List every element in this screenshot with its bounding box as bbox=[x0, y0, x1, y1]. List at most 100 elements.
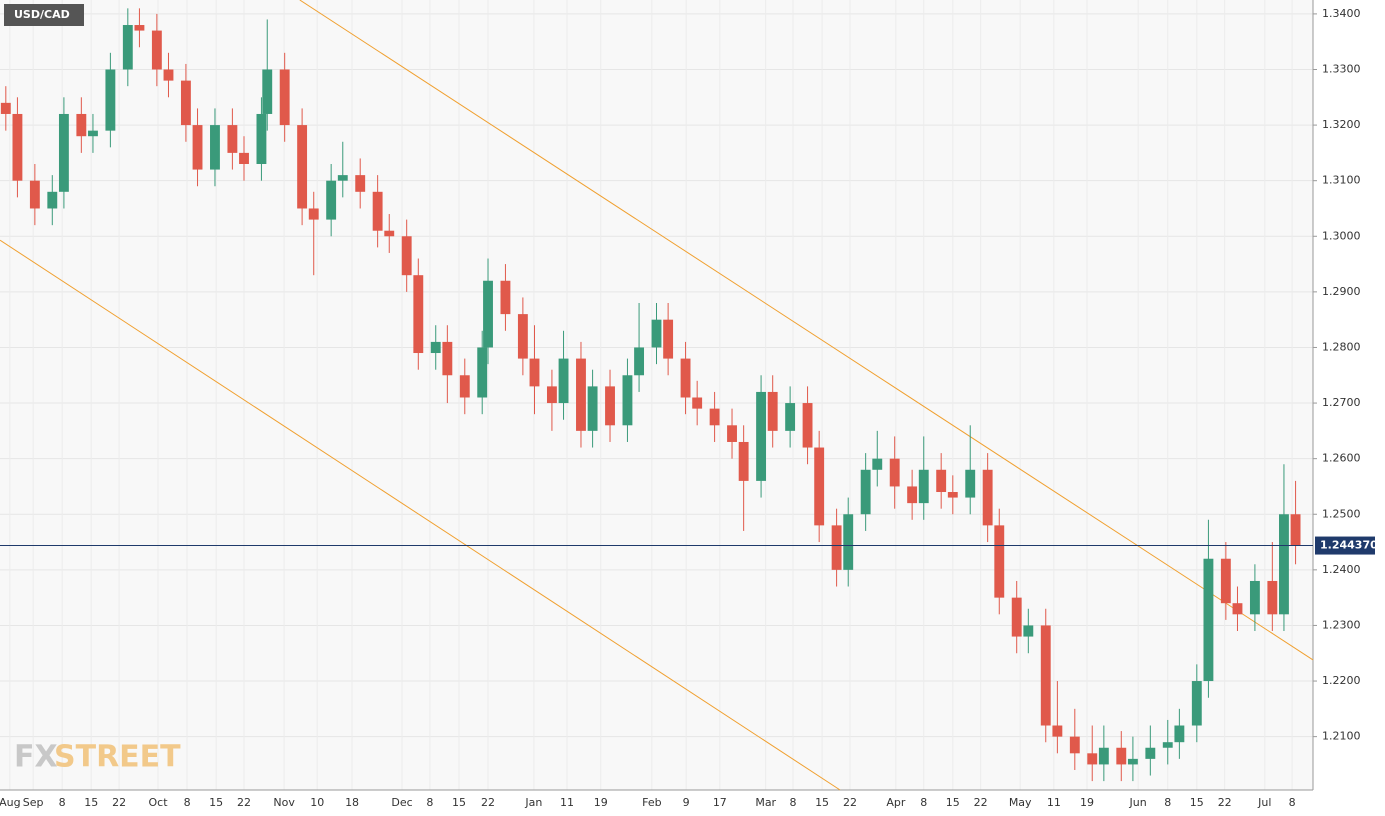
candle-body bbox=[134, 25, 145, 31]
candle-body bbox=[500, 280, 511, 315]
y-tick-label: 1.2100 bbox=[1322, 730, 1361, 743]
candle-body bbox=[1279, 514, 1289, 615]
candle-body bbox=[1162, 742, 1173, 748]
candle-body bbox=[180, 80, 191, 126]
candle-body bbox=[279, 69, 290, 126]
candle-body bbox=[936, 469, 947, 493]
candle-body bbox=[12, 113, 23, 181]
candle-body bbox=[326, 180, 337, 220]
x-tick-label: 8 bbox=[920, 796, 927, 809]
candle-body bbox=[517, 314, 528, 359]
candle-body bbox=[756, 391, 767, 481]
candle-body bbox=[918, 469, 929, 504]
x-tick-label: Aug bbox=[0, 796, 21, 809]
candle-body bbox=[831, 525, 842, 570]
x-tick-label: May bbox=[1009, 796, 1032, 809]
candle-body bbox=[413, 275, 424, 354]
y-tick-label: 1.3200 bbox=[1322, 118, 1361, 131]
x-tick-label: 19 bbox=[594, 796, 608, 809]
candle-body bbox=[738, 441, 749, 481]
watermark: STREET bbox=[54, 740, 181, 775]
x-tick-label: 22 bbox=[112, 796, 126, 809]
y-tick-label: 1.3300 bbox=[1322, 62, 1361, 75]
candle-body bbox=[843, 514, 854, 570]
x-tick-label: 15 bbox=[452, 796, 466, 809]
candle-body bbox=[1232, 603, 1243, 615]
x-tick-label: 22 bbox=[843, 796, 857, 809]
candle-body bbox=[483, 280, 493, 348]
candle-body bbox=[47, 191, 58, 209]
x-tick-label: 8 bbox=[790, 796, 797, 809]
watermark: FX bbox=[14, 740, 58, 775]
x-tick-label: Dec bbox=[391, 796, 412, 809]
trend-line bbox=[0, 239, 841, 791]
y-tick-label: 1.2300 bbox=[1322, 618, 1361, 631]
candle-body bbox=[1127, 758, 1138, 765]
candle-body bbox=[802, 403, 813, 448]
candle-body bbox=[767, 391, 778, 431]
x-tick-label: Jul bbox=[1257, 796, 1271, 809]
candle-body bbox=[692, 397, 703, 409]
candle-body bbox=[262, 69, 273, 114]
candle-body bbox=[1087, 753, 1098, 765]
candle-body bbox=[872, 458, 883, 470]
last-price-label: 1.244370 bbox=[1320, 539, 1378, 552]
y-tick-label: 1.3400 bbox=[1322, 7, 1361, 20]
x-tick-label: 11 bbox=[560, 796, 574, 809]
candle-body bbox=[384, 230, 395, 237]
x-tick-label: 8 bbox=[1164, 796, 1171, 809]
candle-body bbox=[0, 102, 11, 114]
x-tick-label: Feb bbox=[642, 796, 661, 809]
candle-body bbox=[163, 69, 174, 81]
x-tick-label: 8 bbox=[184, 796, 191, 809]
candle-body bbox=[477, 347, 488, 398]
candle-body bbox=[151, 30, 162, 70]
x-tick-label: 22 bbox=[1218, 796, 1232, 809]
candle-body bbox=[634, 347, 645, 376]
x-tick-label: Mar bbox=[755, 796, 776, 809]
candle-body bbox=[576, 358, 586, 431]
candle-body bbox=[947, 492, 958, 498]
candle-body bbox=[239, 152, 249, 165]
x-tick-label: 17 bbox=[713, 796, 727, 809]
x-tick-label: 15 bbox=[1190, 796, 1204, 809]
candle-body bbox=[337, 175, 348, 181]
x-tick-label: 22 bbox=[237, 796, 251, 809]
candle-body bbox=[785, 403, 796, 431]
title-box bbox=[4, 4, 84, 26]
candle-body bbox=[297, 125, 308, 209]
candle-body bbox=[889, 458, 900, 487]
x-tick-label: Nov bbox=[273, 796, 295, 809]
chart-title: USD/CAD bbox=[14, 8, 70, 21]
candle-body bbox=[587, 386, 598, 431]
candle-body bbox=[430, 341, 441, 354]
y-tick-label: 1.2700 bbox=[1322, 396, 1361, 409]
candle-body bbox=[1203, 558, 1214, 682]
x-tick-label: 11 bbox=[1047, 796, 1061, 809]
candle-body bbox=[308, 208, 319, 220]
candle-body bbox=[210, 125, 220, 170]
x-tick-label: 19 bbox=[1080, 796, 1094, 809]
plot-area bbox=[0, 0, 1313, 790]
y-tick-label: 1.3100 bbox=[1322, 174, 1361, 187]
candle-body bbox=[546, 386, 557, 404]
candle-body bbox=[58, 113, 69, 192]
x-tick-label: 8 bbox=[59, 796, 66, 809]
candle-body bbox=[192, 125, 203, 170]
candle-body bbox=[1145, 747, 1156, 759]
candle-body bbox=[29, 180, 40, 209]
x-tick-label: Jan bbox=[524, 796, 542, 809]
candle-body bbox=[105, 69, 116, 131]
candle-body bbox=[1174, 725, 1185, 743]
candle-body bbox=[76, 113, 87, 137]
candle-body bbox=[860, 469, 871, 515]
candle-body bbox=[1040, 625, 1051, 726]
x-tick-label: 15 bbox=[946, 796, 960, 809]
x-tick-label: Jun bbox=[1129, 796, 1147, 809]
candle-body bbox=[965, 469, 976, 498]
candle-body bbox=[907, 486, 918, 504]
x-tick-label: 10 bbox=[310, 796, 324, 809]
candle-body bbox=[1267, 580, 1278, 615]
candle-body bbox=[1116, 747, 1127, 765]
last-price-box bbox=[1315, 536, 1375, 555]
